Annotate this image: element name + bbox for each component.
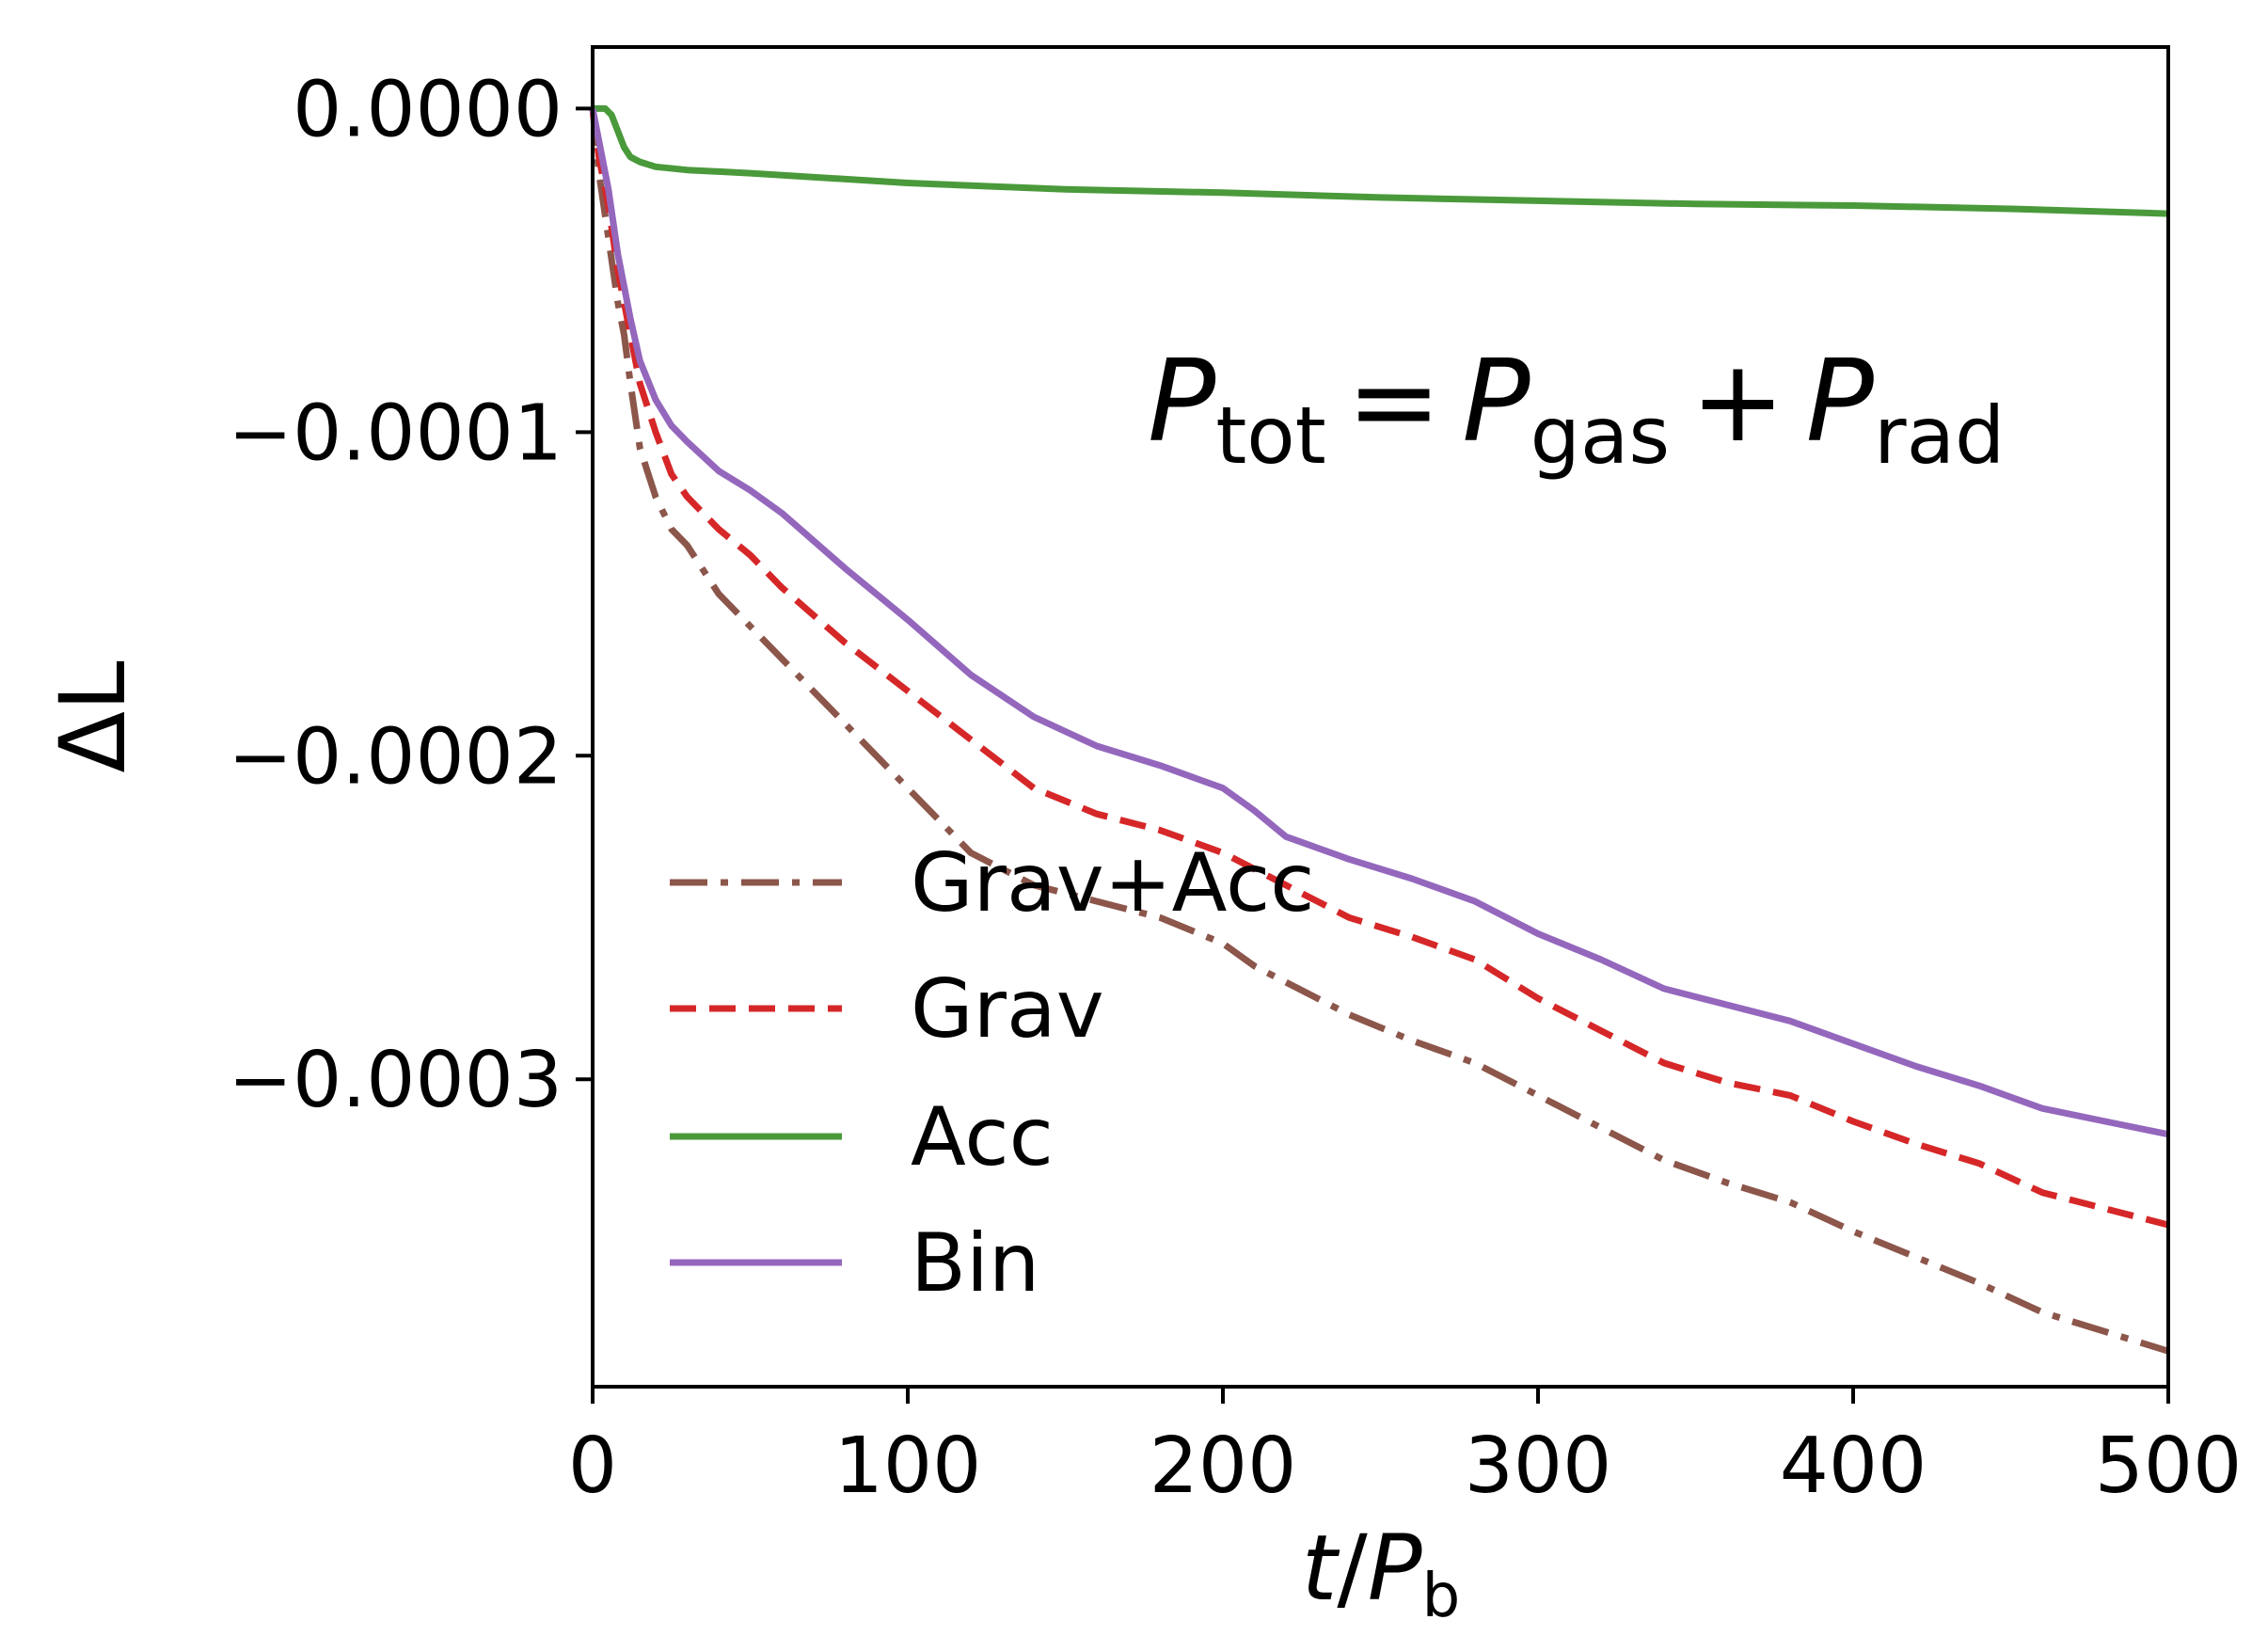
x-tick-label: 200 [1150,1422,1297,1511]
legend-label-bin: Bin [911,1216,1039,1310]
y-tick-label: 0.0000 [293,65,563,154]
x-tick-label: 100 [834,1422,982,1511]
y-axis-ticks: 0.0000 −0.0001 −0.0002 −0.0003 [228,65,593,1125]
y-tick-label: −0.0003 [228,1036,563,1125]
series-layer [589,104,2170,1355]
legend-label-acc: Acc [911,1090,1054,1184]
annot-t1-sub: gas [1530,389,1671,482]
annot-t2-var: P [1806,337,1875,468]
annot-t2-sub: rad [1874,389,2005,482]
x-tick-label: 400 [1780,1422,1927,1511]
x-tick-label: 0 [568,1422,617,1511]
annot-eq: = [1347,337,1442,468]
x-tick-label: 500 [2095,1422,2243,1511]
series-line-grav-acc [589,108,2170,1355]
annot-t1-var: P [1462,337,1530,468]
annot-plus: + [1690,337,1785,468]
series-line-acc [593,104,2169,217]
annot-lhs-var: P [1148,337,1216,468]
x-tick-label: 300 [1465,1422,1612,1511]
legend: Grav+Acc Grav Acc Bin [670,836,1315,1310]
pressure-annotation: Ptot = Pgas + Prad [1148,337,2005,482]
y-tick-label: −0.0002 [228,712,563,802]
x-axis-label-main: t [1302,1516,1340,1621]
y-axis-label: ΔL [40,660,146,772]
series-line-bin [589,107,2169,1138]
x-axis-ticks: 0 100 200 300 400 500 [568,1387,2242,1511]
x-axis-label-sub: b [1422,1562,1461,1631]
x-axis-label-var: P [1368,1516,1422,1621]
series-line-grav [589,107,2169,1229]
legend-label-grav: Grav [911,962,1104,1056]
x-axis-label: t/Pb [1302,1516,1461,1631]
y-tick-label: −0.0001 [228,389,563,478]
x-axis-label-slash: / [1337,1516,1368,1621]
plot-frame [591,45,2170,1389]
annot-lhs-sub: tot [1215,389,1325,482]
legend-label-grav-acc: Grav+Acc [911,836,1315,930]
